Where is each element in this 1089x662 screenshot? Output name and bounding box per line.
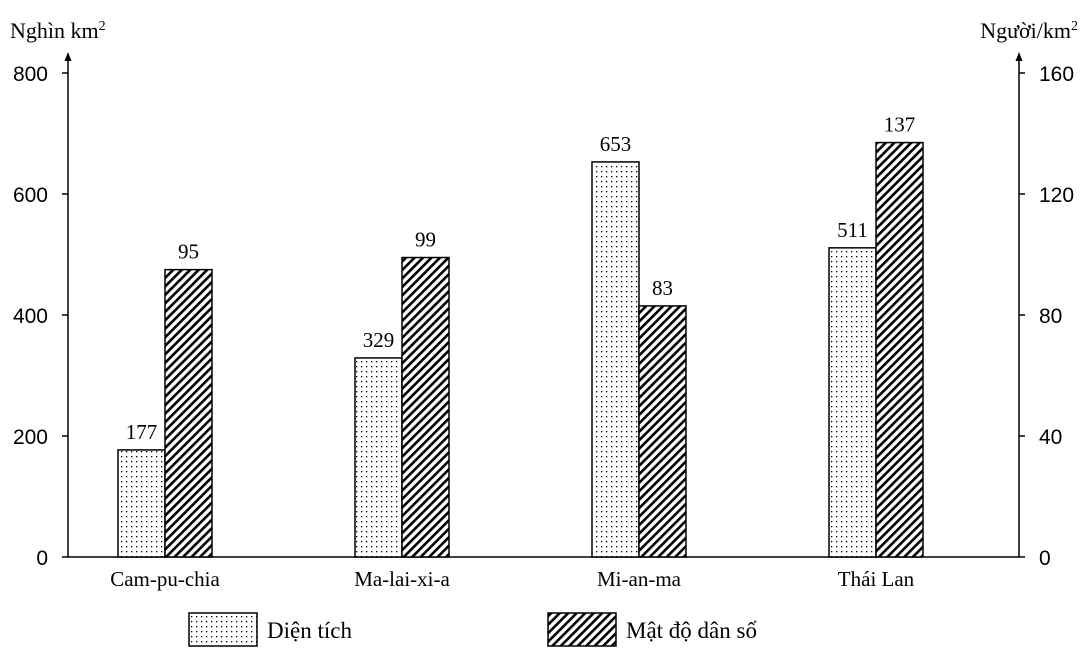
bar-value-label: 329 <box>363 328 395 352</box>
bar-value-label: 137 <box>884 113 916 137</box>
left-tick-label: 400 <box>13 305 48 328</box>
bar-value-label: 99 <box>415 228 436 252</box>
bar-value-label: 177 <box>126 420 158 444</box>
category-label: Ma-lai-xi-a <box>354 567 450 591</box>
bar-value-label: 95 <box>178 240 199 264</box>
right-axis-title: Người/km2 <box>980 18 1078 43</box>
legend-swatch-mat-do <box>547 612 617 647</box>
category-label: Mi-an-ma <box>597 567 682 591</box>
category-label: Cam-pu-chia <box>110 567 220 591</box>
legend-label-dien-tich: Diện tích <box>267 618 352 643</box>
bar-value-label: 511 <box>837 218 868 242</box>
density-bar <box>638 305 687 558</box>
density-bar <box>164 268 213 558</box>
left-tick-label: 600 <box>13 184 48 207</box>
right-tick-label: 40 <box>1039 426 1062 449</box>
data-labels: 177 95 Cam-pu-chia 329 99 Ma-lai-xi-a 653 83 Mi-… <box>110 113 915 591</box>
category-label: Thái Lan <box>838 567 915 591</box>
right-axis-arrow <box>1015 52 1023 61</box>
bar-value-label: 83 <box>652 276 673 300</box>
left-axis-title: Nghìn km2 <box>10 18 106 43</box>
density-bar <box>401 256 450 558</box>
bars <box>117 141 924 558</box>
right-tick-label: 160 <box>1039 63 1074 86</box>
legend-label-mat-do: Mật độ dân số <box>626 618 757 643</box>
left-tick-label: 800 <box>13 63 48 86</box>
legend: Diện tích Mật độ dân số <box>188 612 757 647</box>
left-tick-label: 200 <box>13 426 48 449</box>
right-tick-label: 0 <box>1039 547 1051 570</box>
legend-swatch-dien-tich <box>188 612 258 647</box>
right-tick-label: 80 <box>1039 305 1062 328</box>
left-axis-arrow <box>64 52 72 61</box>
left-tick-label: 0 <box>36 547 48 570</box>
area-bar <box>354 357 403 558</box>
area-bar <box>828 247 877 558</box>
area-bar <box>591 161 640 558</box>
area-bar <box>117 449 166 558</box>
density-bar <box>875 141 924 558</box>
bar-value-label: 653 <box>600 132 632 156</box>
axes: 0 200 400 600 800 0 40 80 120 160 <box>13 52 1074 570</box>
right-tick-label: 120 <box>1039 184 1074 207</box>
